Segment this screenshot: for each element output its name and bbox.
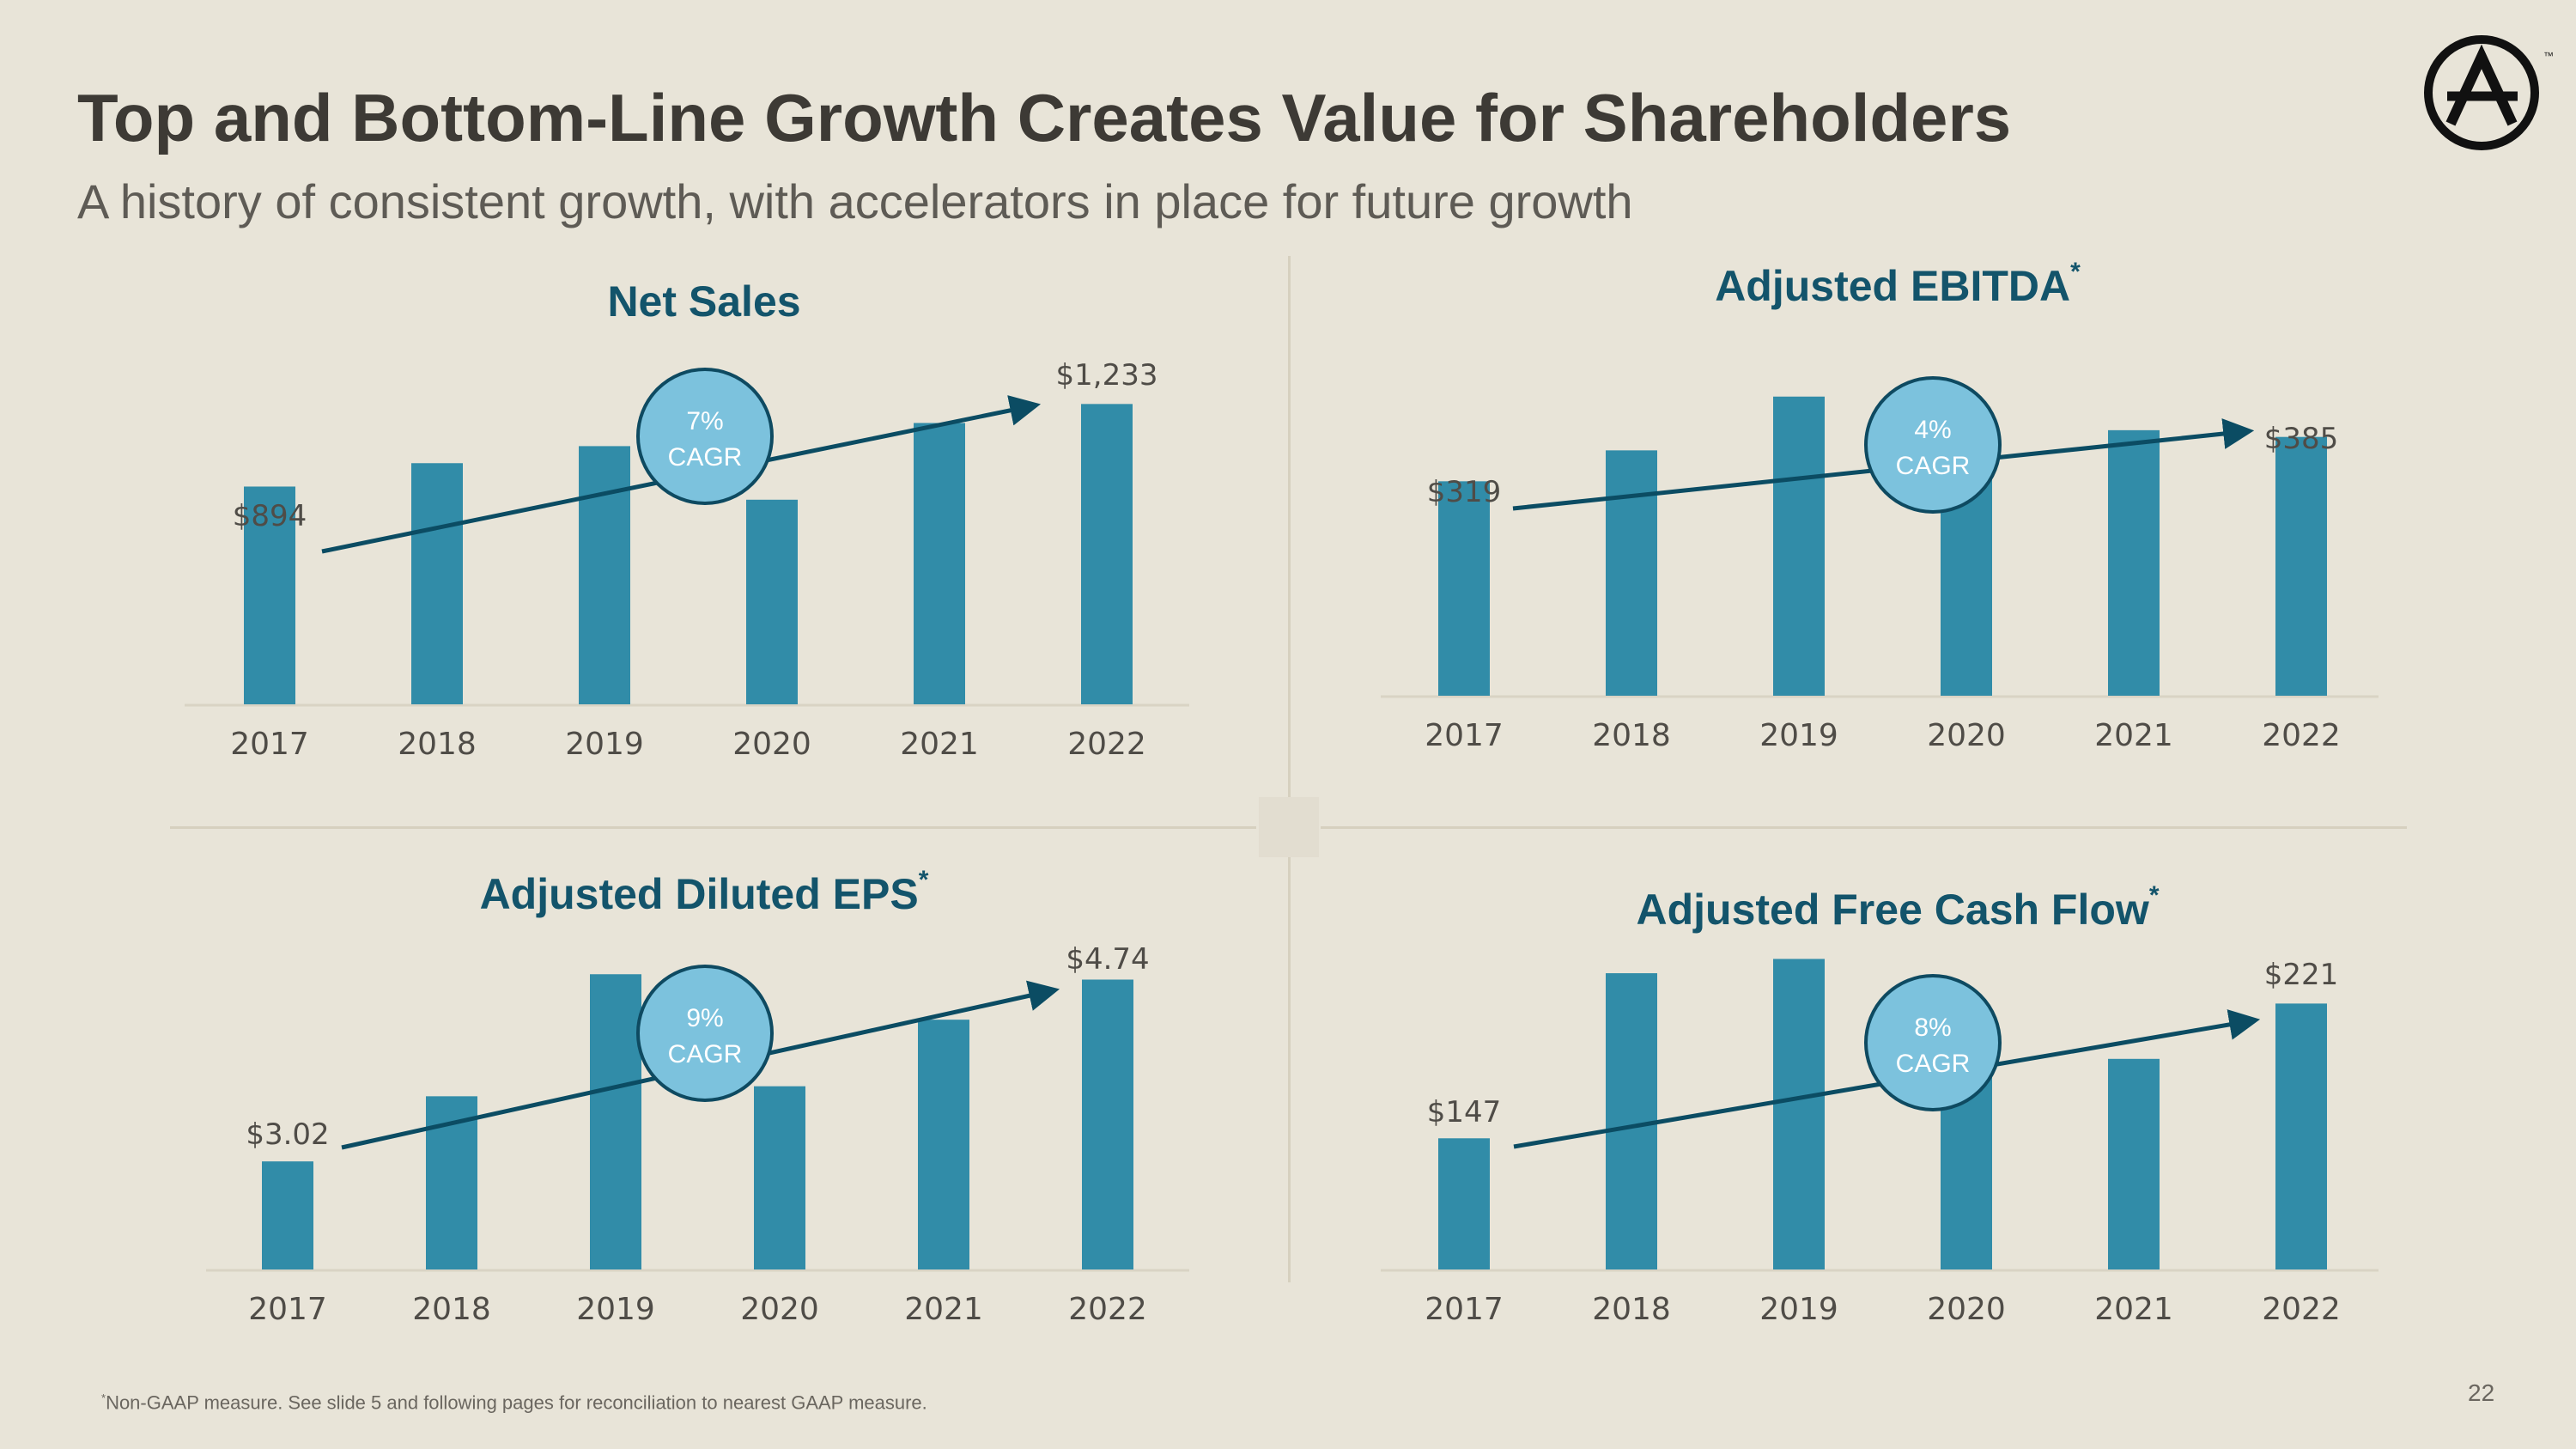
chart-plot: 2017 2018 2019 2020 2021 2022 $894 $1,233 7% CAGR	[185, 358, 1189, 762]
chart-plot: 2017 2018 2019 2020 2021 2022 $319 $385 4% CAGR	[1381, 376, 2379, 753]
x-tick-label: 2022	[2262, 1292, 2341, 1327]
data-label-first: $894	[233, 499, 307, 533]
cagr-value: 8%	[1914, 1014, 1951, 1042]
x-tick-label: 2020	[732, 727, 811, 762]
footnote: *Non-GAAP measure. See slide 5 and follo…	[101, 1391, 927, 1414]
cagr-bubble	[1864, 376, 2002, 514]
x-tick-label: 2019	[565, 727, 644, 762]
x-tick-label: 2018	[412, 1292, 491, 1327]
data-label-first: $3.02	[246, 1117, 329, 1152]
bar-2018	[1606, 450, 1657, 696]
x-tick-label: 2019	[1759, 1292, 1838, 1327]
x-tick-label: 2021	[2094, 1292, 2173, 1327]
data-label-first: $147	[1427, 1095, 1502, 1129]
x-tick-label: 2019	[576, 1292, 655, 1327]
cagr-label: CAGR	[668, 443, 743, 472]
bar-2017	[1438, 481, 1490, 696]
bar-2019	[590, 974, 641, 1269]
cagr-bubble	[636, 368, 774, 505]
cagr-value: 7%	[686, 407, 723, 435]
cagr-value: 9%	[686, 1004, 723, 1032]
bar-2018	[1606, 973, 1657, 1269]
x-tick-label: 2021	[900, 727, 979, 762]
chart-title: Adjusted EBITDA*	[1715, 258, 2081, 310]
vertical-divider	[1288, 256, 1291, 1282]
x-tick-label: 2021	[904, 1292, 983, 1327]
cagr-label: CAGR	[1896, 452, 1971, 480]
x-tick-label: 2020	[1927, 1292, 2006, 1327]
x-tick-label: 2022	[1067, 727, 1146, 762]
bar-2017	[1438, 1138, 1490, 1269]
data-label-first: $319	[1427, 475, 1502, 509]
bar-2017	[244, 486, 295, 704]
trademark-symbol: ™	[2543, 50, 2554, 62]
adjusted-diluted-eps-chart: Adjusted Diluted EPS* 2017 2018 2019 2020 20…	[120, 850, 1288, 1400]
bar-2021	[918, 1020, 969, 1269]
cagr-bubble	[636, 965, 774, 1102]
chart-title: Adjusted Diluted EPS*	[479, 866, 929, 918]
cagr-bubble	[1864, 974, 2002, 1111]
x-tick-label: 2021	[2094, 718, 2173, 753]
adjusted-free-cash-flow-chart: Adjusted Free Cash Flow* 2017 2018 2019 202…	[1314, 850, 2482, 1400]
x-tick-label: 2018	[1592, 1292, 1671, 1327]
x-tick-label: 2020	[1927, 718, 2006, 753]
bar-2021	[2108, 1058, 2160, 1269]
page-number: 22	[2468, 1379, 2495, 1406]
bar-2022	[2275, 1003, 2327, 1269]
x-tick-label: 2018	[398, 727, 477, 762]
bar-2020	[746, 499, 798, 704]
adjusted-ebitda-chart: Adjusted EBITDA* 2017 2018 2019 2020 2021 202…	[1314, 249, 2482, 799]
chart-title: Adjusted Free Cash Flow*	[1636, 881, 2160, 934]
page-subtitle: A history of consistent growth, with acc…	[77, 174, 1633, 228]
bar-2017	[262, 1161, 313, 1269]
x-tick-label: 2017	[1425, 718, 1504, 753]
cagr-label: CAGR	[668, 1040, 743, 1068]
data-label-last: $4.74	[1066, 942, 1149, 977]
page-title: Top and Bottom-Line Growth Creates Value…	[77, 80, 2012, 155]
data-label-last: $385	[2264, 422, 2339, 456]
bar-2022	[2275, 436, 2327, 696]
bar-2022	[1082, 979, 1133, 1269]
bar-2019	[1773, 959, 1825, 1269]
x-tick-label: 2018	[1592, 718, 1671, 753]
x-tick-label: 2020	[740, 1292, 819, 1327]
cagr-label: CAGR	[1896, 1050, 1971, 1078]
x-tick-label: 2017	[230, 727, 309, 762]
center-divider-square	[1259, 797, 1319, 857]
x-tick-label: 2017	[1425, 1292, 1504, 1327]
chart-plot: 2017 2018 2019 2020 2021 2022 $3.02 $4.74 9% CAGR	[206, 942, 1189, 1327]
horizontal-divider-right	[1321, 826, 2407, 829]
bar-2018	[411, 463, 463, 704]
x-tick-label: 2019	[1759, 718, 1838, 753]
bar-2019	[1773, 396, 1825, 696]
company-logo-icon	[2424, 35, 2539, 150]
bar-2021	[2108, 429, 2160, 696]
net-sales-chart: Net Sales 2017 2018 2019 2020 2021 2022 $894 $1…	[120, 258, 1288, 807]
chart-title: Net Sales	[607, 277, 801, 326]
bar-2020	[754, 1086, 805, 1269]
data-label-last: $221	[2264, 958, 2339, 992]
x-tick-label: 2022	[1068, 1292, 1147, 1327]
cagr-value: 4%	[1914, 416, 1951, 444]
bar-2022	[1081, 404, 1133, 704]
x-tick-label: 2022	[2262, 718, 2341, 753]
chart-plot: 2017 2018 2019 2020 2021 2022 $147 $221 8% CAGR	[1381, 958, 2379, 1327]
bar-2019	[579, 446, 630, 704]
data-label-last: $1,233	[1056, 358, 1158, 393]
horizontal-divider-left	[170, 826, 1256, 829]
x-tick-label: 2017	[248, 1292, 327, 1327]
bar-2021	[914, 423, 965, 704]
